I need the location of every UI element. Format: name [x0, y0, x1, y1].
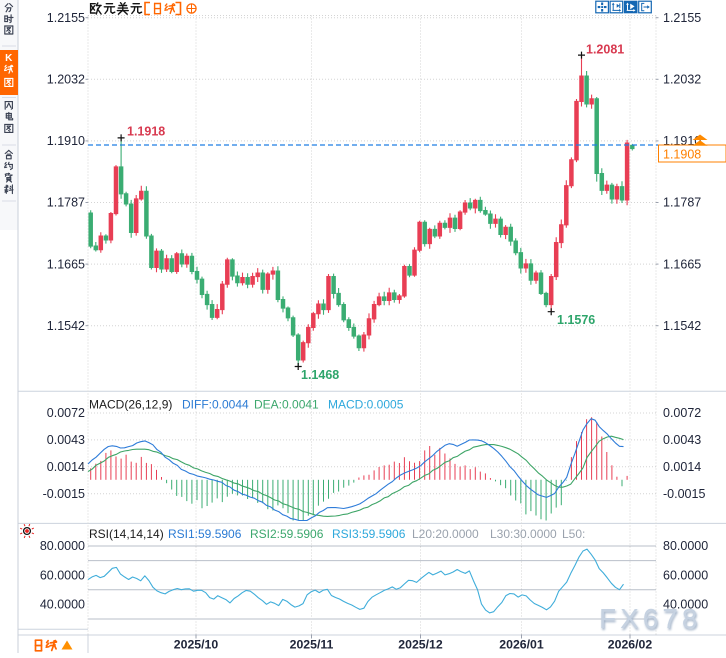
svg-text:RSI1:59.5906: RSI1:59.5906: [168, 527, 242, 541]
svg-text:-0.0015: -0.0015: [43, 487, 85, 501]
svg-text:1.1665: 1.1665: [47, 257, 85, 271]
svg-text:1.1910: 1.1910: [47, 134, 85, 148]
svg-text:1.2155: 1.2155: [47, 11, 85, 25]
svg-text:RSI2:59.5906: RSI2:59.5906: [250, 527, 324, 541]
svg-text:K: K: [5, 53, 13, 64]
svg-text:80.0000: 80.0000: [40, 539, 85, 553]
svg-text:DEA:0.0041: DEA:0.0041: [254, 398, 319, 412]
svg-text:80.0000: 80.0000: [663, 539, 708, 553]
svg-text:0.0072: 0.0072: [47, 406, 85, 420]
svg-text:MACD:0.0005: MACD:0.0005: [328, 398, 404, 412]
svg-text:40.0000: 40.0000: [40, 598, 85, 612]
svg-text:2026/01: 2026/01: [499, 638, 544, 652]
svg-text:60.0000: 60.0000: [40, 568, 85, 582]
svg-text:1.1542: 1.1542: [663, 319, 701, 333]
svg-text:2025/12: 2025/12: [398, 638, 443, 652]
svg-text:1.2032: 1.2032: [663, 73, 701, 87]
svg-text:0.0043: 0.0043: [47, 433, 85, 447]
svg-text:FX678: FX678: [599, 603, 702, 634]
svg-text:1.1787: 1.1787: [47, 196, 85, 210]
svg-text:0.0014: 0.0014: [663, 460, 701, 474]
svg-text:-0.0015: -0.0015: [663, 487, 705, 501]
svg-text:60.0000: 60.0000: [663, 568, 708, 582]
svg-text:2025/10: 2025/10: [174, 638, 219, 652]
svg-text:RSI(14,14,14): RSI(14,14,14): [89, 527, 164, 541]
svg-text:L20:20.0000: L20:20.0000: [412, 527, 479, 541]
svg-text:1.2032: 1.2032: [47, 73, 85, 87]
svg-text:1.1908: 1.1908: [663, 148, 701, 162]
svg-text:2026/02: 2026/02: [608, 638, 653, 652]
svg-text:1.1918: 1.1918: [127, 125, 165, 139]
svg-text:0.0043: 0.0043: [663, 433, 701, 447]
svg-text:1.1542: 1.1542: [47, 319, 85, 333]
svg-text:RSI3:59.5906: RSI3:59.5906: [332, 527, 406, 541]
svg-text:1.1665: 1.1665: [663, 257, 701, 271]
svg-text:1.2081: 1.2081: [586, 43, 624, 57]
svg-text:MACD(26,12,9): MACD(26,12,9): [89, 398, 172, 412]
svg-text:1.1787: 1.1787: [663, 196, 701, 210]
svg-text:DIFF:0.0044: DIFF:0.0044: [182, 398, 249, 412]
svg-text:1.1468: 1.1468: [301, 368, 339, 382]
svg-text:1.1576: 1.1576: [557, 313, 595, 327]
svg-text:2025/11: 2025/11: [290, 638, 334, 652]
svg-text:0.0072: 0.0072: [663, 406, 701, 420]
svg-text:0.0014: 0.0014: [47, 460, 85, 474]
svg-text:1.2155: 1.2155: [663, 11, 701, 25]
svg-text:L50:: L50:: [562, 527, 585, 541]
svg-text:L30:30.0000: L30:30.0000: [490, 527, 557, 541]
